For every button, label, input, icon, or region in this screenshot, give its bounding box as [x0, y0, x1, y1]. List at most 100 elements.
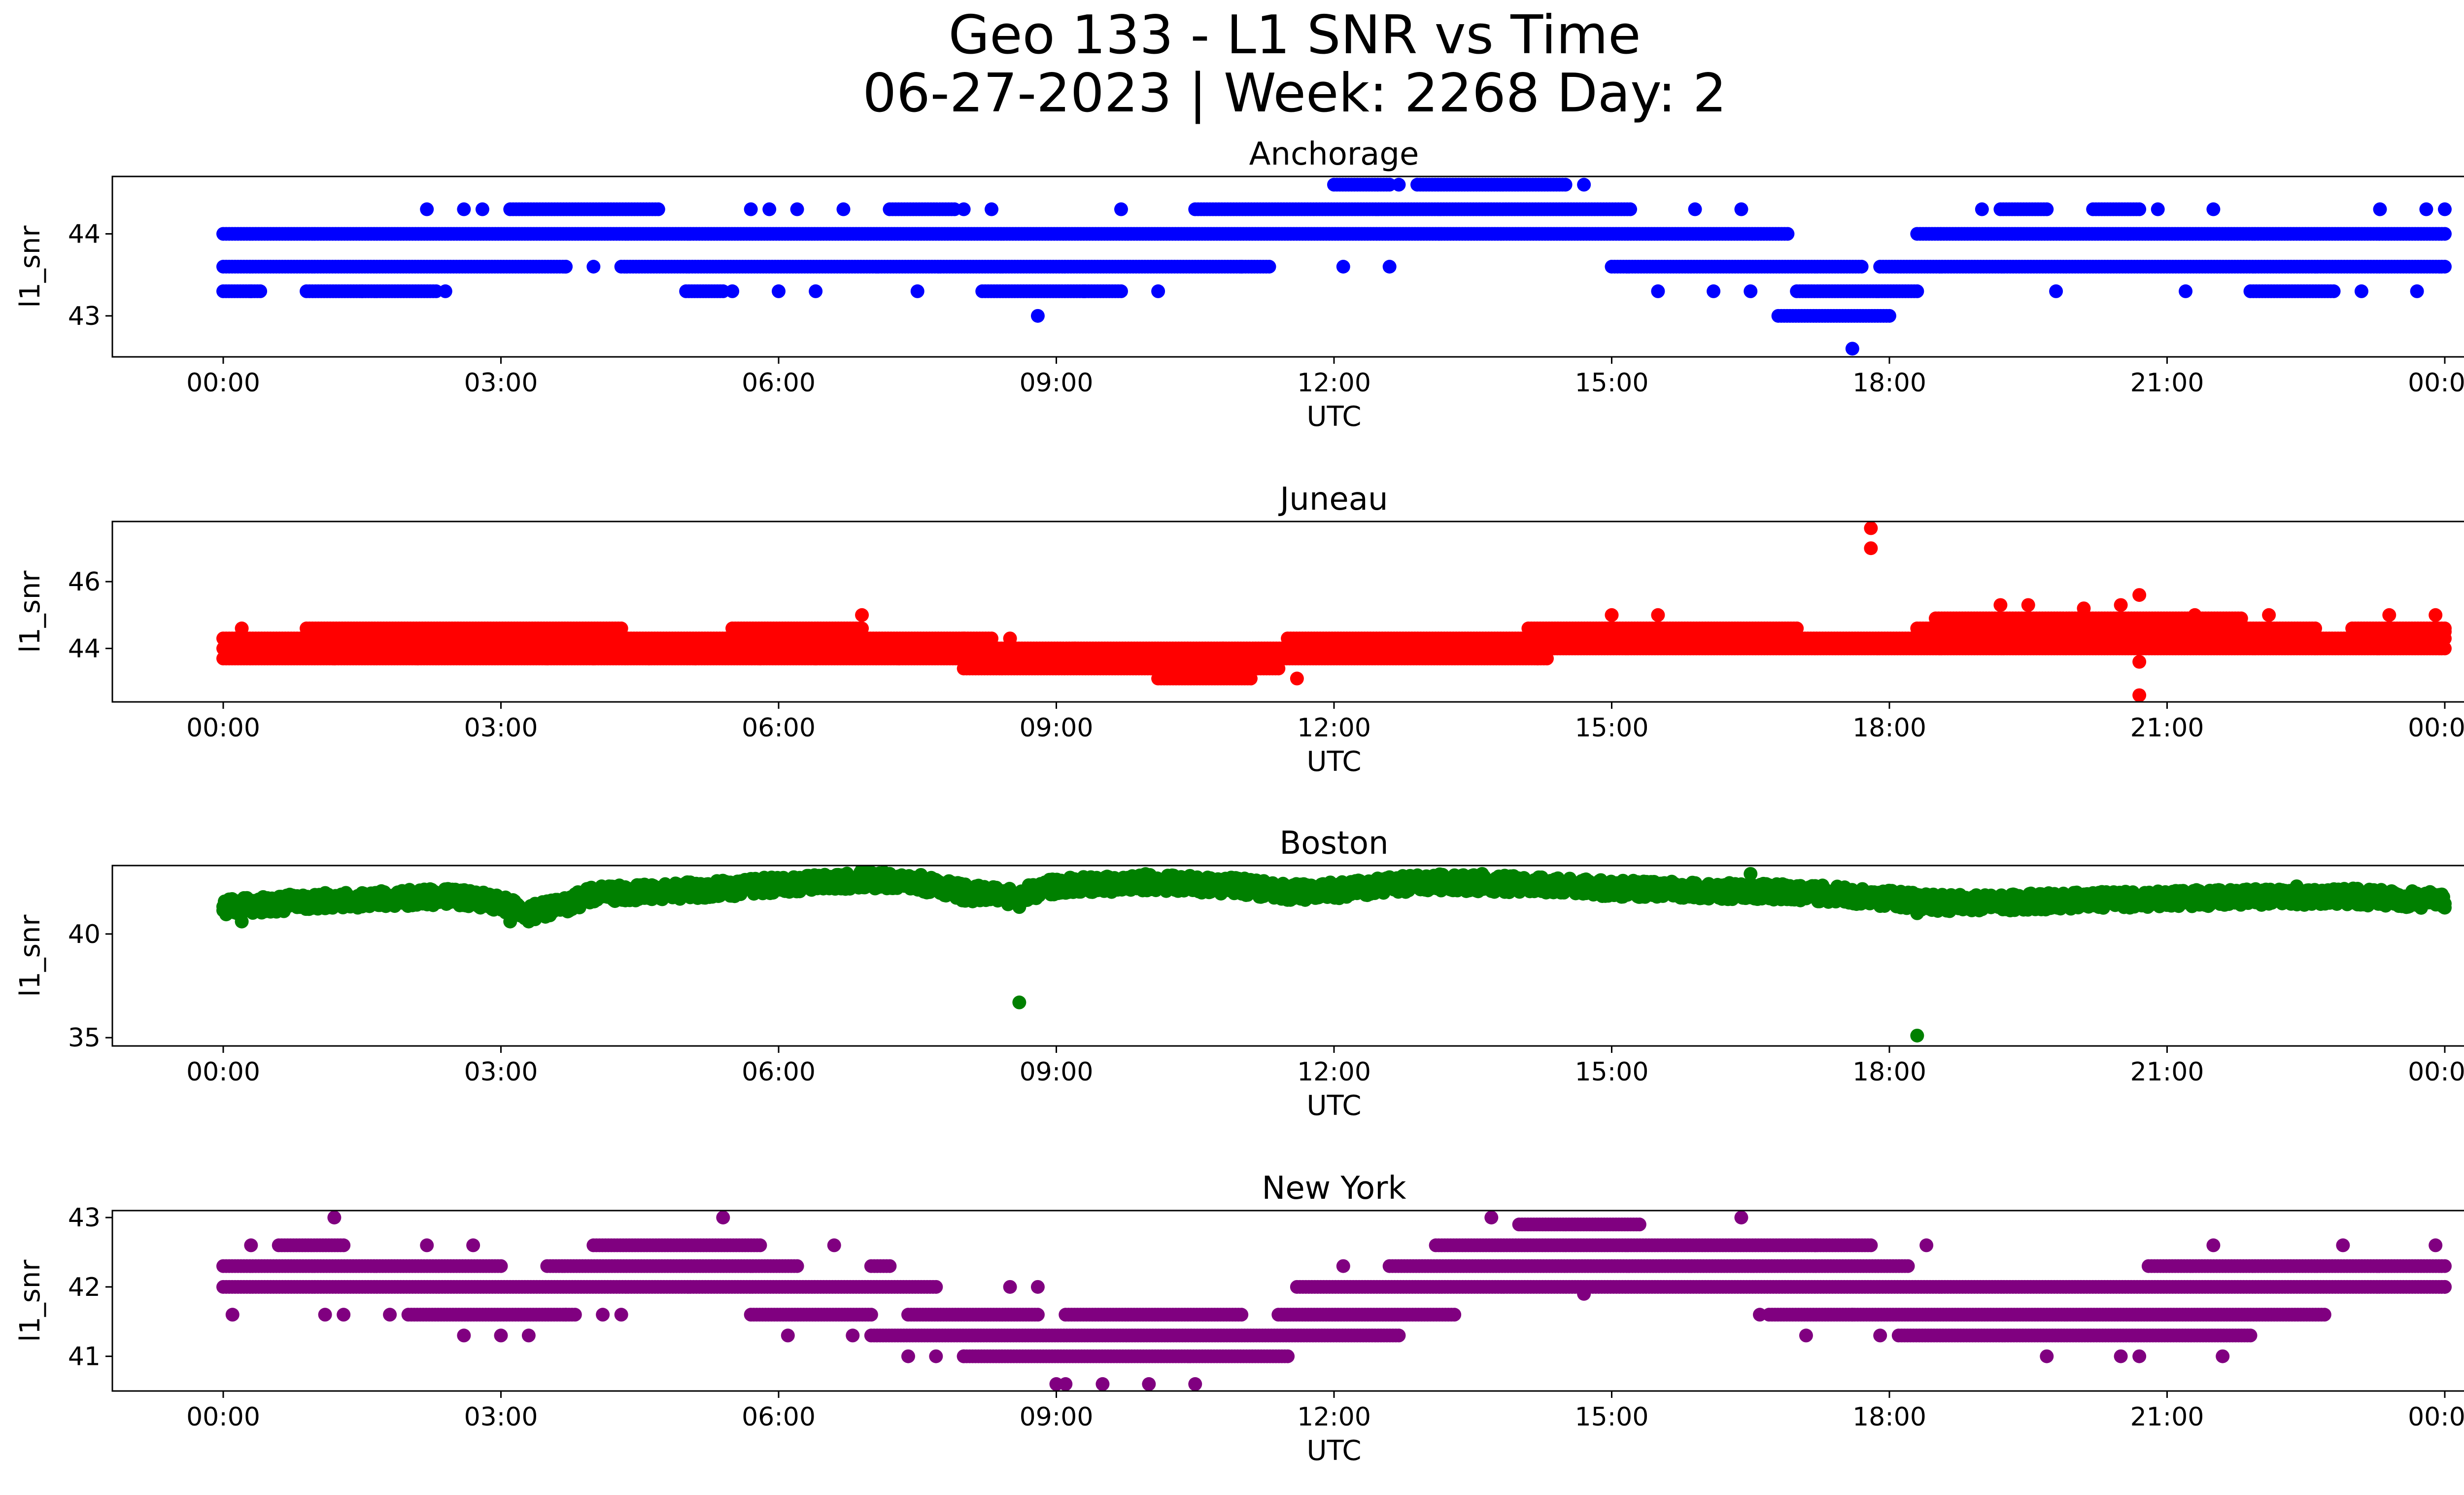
chart-0-point: [2373, 202, 2387, 216]
chart-0-point: [1623, 202, 1638, 216]
chart-0-x-tick-label: 00:00: [186, 368, 260, 398]
chart-0-x-tick-label: 00:00: [2408, 368, 2464, 398]
chart-0-point: [772, 284, 786, 298]
chart-0-point: [1030, 309, 1045, 323]
chart-0-y-tick-label: 43: [68, 302, 101, 331]
chart-0-point: [1734, 202, 1748, 216]
chart-1-point: [957, 631, 971, 646]
chart-1-point: [2188, 608, 2202, 622]
chart-1-point: [1993, 598, 2008, 612]
chart-1-point: [2438, 641, 2452, 656]
chart-0-x-tick-label: 21:00: [2130, 368, 2204, 398]
chart-1-point: [2438, 625, 2452, 639]
chart-0-x-axis-label: UTC: [1306, 401, 1361, 433]
chart-1-point: [1271, 661, 1286, 676]
chart-0-point: [1262, 260, 1276, 274]
chart-0-x-tick-label: 06:00: [742, 368, 816, 398]
chart-1-point: [327, 651, 342, 665]
chart-0-point: [586, 260, 601, 274]
chart-1-point: [2429, 608, 2443, 622]
chart-0-point: [1780, 227, 1795, 241]
chart-1-point: [2132, 688, 2147, 702]
chart-1-point: [2021, 598, 2035, 612]
chart-0-y-axis-label: l1_snr: [14, 225, 46, 308]
chart-0-x-tick-label: 09:00: [1020, 368, 1094, 398]
chart-0-point: [790, 202, 804, 216]
chart-1-point: [642, 651, 656, 665]
chart-1-point: [892, 651, 906, 665]
chart-0-point: [2419, 202, 2433, 216]
chart-1-point: [2262, 608, 2276, 622]
chart-0-point: [2410, 284, 2424, 298]
chart-0-point: [1707, 284, 1721, 298]
chart-0-point: [1975, 202, 1989, 216]
chart-1-point: [2308, 621, 2323, 635]
chart-0-point: [957, 202, 971, 216]
chart-1-point: [235, 621, 249, 635]
chart-0-marks: [216, 177, 2452, 356]
chart-1-point: [2077, 601, 2091, 616]
chart-0-point: [910, 284, 924, 298]
chart-0-point: [2132, 202, 2147, 216]
chart-0-point: [985, 202, 999, 216]
chart-0-point: [1392, 177, 1406, 192]
chart-0-point: [2354, 284, 2368, 298]
chart-0-point: [2151, 202, 2165, 216]
chart-1-point: [2132, 588, 2147, 602]
chart-2-marks: [216, 866, 2452, 1043]
chart-0-point: [2049, 284, 2063, 298]
chart-0-point: [1151, 284, 1165, 298]
chart-1-point: [1068, 641, 1082, 656]
chart-1-point: [1790, 621, 1804, 635]
chart-0-point: [475, 202, 489, 216]
chart-1-point: [855, 621, 869, 635]
chart-1-point: [614, 621, 628, 635]
chart-1-point: [1243, 671, 1258, 686]
chart-0-point: [1114, 284, 1128, 298]
chart-1-point: [1605, 608, 1619, 622]
chart-0-point: [1577, 177, 1591, 192]
chart-1-point: [2234, 611, 2248, 626]
chart-1-x-tick-label: 18:00: [1852, 713, 1926, 743]
chart-1-point: [586, 651, 601, 665]
chart-0-point: [1234, 260, 1249, 274]
chart-1-point: [2114, 598, 2128, 612]
chart-0-point: [762, 202, 777, 216]
chart-2-title: Boston: [1279, 825, 1388, 862]
chart-1-marks: [216, 522, 2452, 702]
chart-0-point: [2206, 202, 2221, 216]
chart-1-point: [1540, 651, 1554, 665]
chart-0-point: [744, 202, 758, 216]
chart-1-point: [1290, 671, 1304, 686]
chart-0-point: [1382, 260, 1397, 274]
chart-0-point: [244, 284, 258, 298]
chart-0-point: [1651, 284, 1665, 298]
chart-0-point: [438, 284, 452, 298]
chart-1-x-tick-label: 06:00: [742, 713, 816, 743]
chart-0-point: [2438, 260, 2452, 274]
chart-0-point: [2179, 284, 2193, 298]
chart-0-point: [2438, 202, 2452, 216]
chart-0-point: [1077, 284, 1091, 298]
chart-0-point: [355, 284, 369, 298]
chart-1-point: [855, 608, 869, 622]
chart-1-x-tick-label: 03:00: [464, 713, 538, 743]
chart-1-point: [809, 651, 823, 665]
chart-0-title: Anchorage: [1249, 136, 1419, 173]
chart-1-y-axis-label: l1_snr: [14, 570, 46, 653]
chart-1-x-tick-label: 21:00: [2130, 713, 2204, 743]
chart-0-y-tick-label: 44: [68, 219, 101, 249]
chart-1-point: [1216, 641, 1230, 656]
chart-0-point: [651, 202, 665, 216]
chart-1-point: [1651, 608, 1665, 622]
chart-0-point: [2327, 284, 2341, 298]
figure-title-line1: Geo 133 - L1 SNR vs Time: [948, 4, 1641, 66]
chart-1-point: [540, 651, 554, 665]
chart-1-point: [1206, 651, 1221, 665]
chart-0-point: [1336, 260, 1350, 274]
chart-0-point: [420, 202, 434, 216]
chart-1-point: [2382, 608, 2396, 622]
chart-0-point: [457, 202, 471, 216]
